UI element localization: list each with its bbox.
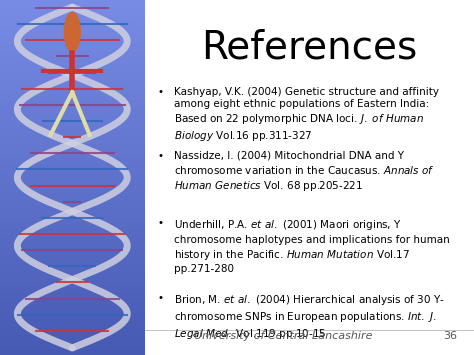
Text: Brion, M. $\it{et\ al.}$ (2004) Hierarchical analysis of 30 Y-
chromosome SNPs i: Brion, M. $\it{et\ al.}$ (2004) Hierarch… [174,293,445,341]
Text: References: References [201,28,418,66]
Circle shape [64,12,80,51]
Text: Nassidze, I. (2004) Mitochondrial DNA and Y
chromosome variation in the Caucasus: Nassidze, I. (2004) Mitochondrial DNA an… [174,151,435,193]
Text: •: • [158,293,164,303]
Text: •: • [158,87,164,97]
Text: •: • [158,218,164,228]
Text: 36: 36 [444,331,457,341]
Text: •: • [158,151,164,161]
Text: University of Central Lancashire: University of Central Lancashire [194,331,373,341]
Text: Kashyap, V.K. (2004) Genetic structure and affinity
among eight ethnic populatio: Kashyap, V.K. (2004) Genetic structure a… [174,87,439,143]
Text: Underhill, P.A. $\it{et\ al.}$ (2001) Maori origins, Y
chromosome haplotypes and: Underhill, P.A. $\it{et\ al.}$ (2001) Ma… [174,218,450,274]
